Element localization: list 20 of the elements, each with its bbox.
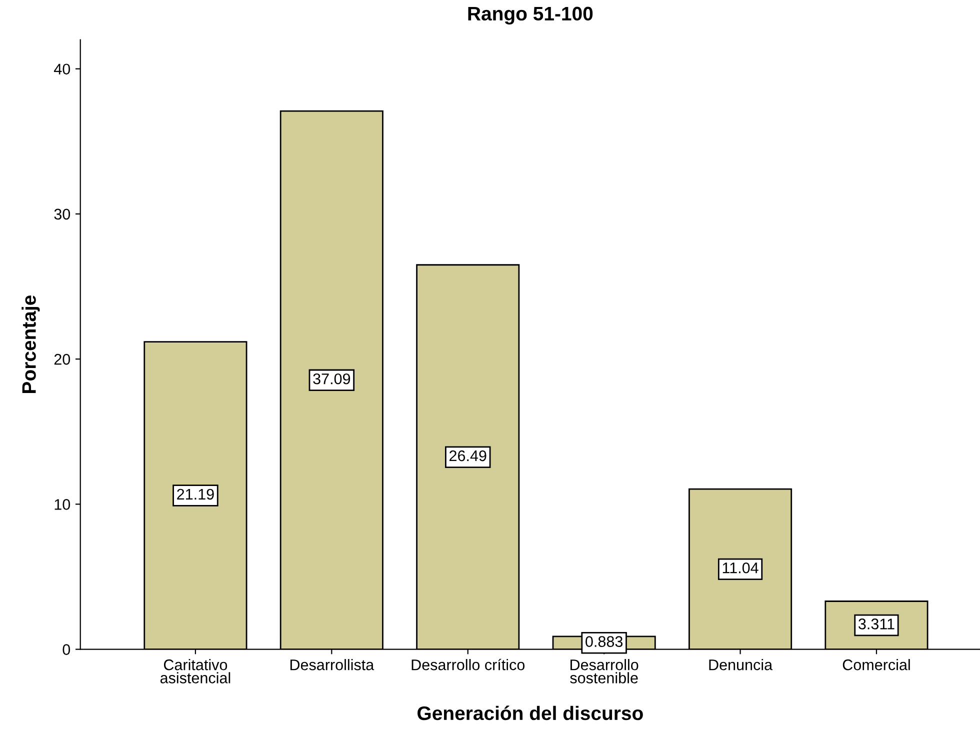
y-tick-label: 30 <box>54 208 70 220</box>
x-axis-title: Generación del discurso <box>418 706 643 720</box>
y-tick-label: 0 <box>62 644 70 655</box>
x-tick-label: Desarrollo crítico <box>412 658 525 670</box>
x-tick-label: Caritativo asistencial <box>160 659 230 684</box>
data-label: 37.09 <box>313 373 350 384</box>
chart-title: Rango 51-100 <box>468 6 593 24</box>
data-label: 11.04 <box>722 562 758 574</box>
data-label: 21.19 <box>177 488 214 500</box>
x-tick-label: Desarrollista <box>290 659 374 670</box>
y-tick-label: 20 <box>54 354 70 365</box>
x-tick-label: Denuncia <box>709 659 773 670</box>
y-axis-title: Porcentaje <box>22 295 40 393</box>
data-label: 26.49 <box>450 450 486 462</box>
data-label: 0.883 <box>586 636 623 647</box>
data-label: 3.311 <box>858 618 894 630</box>
y-tick-label: 40 <box>54 64 70 75</box>
x-tick-label: Comercial <box>842 659 910 670</box>
x-tick-label: Desarrollo sostenible <box>570 659 638 684</box>
y-tick-label: 10 <box>54 499 70 510</box>
